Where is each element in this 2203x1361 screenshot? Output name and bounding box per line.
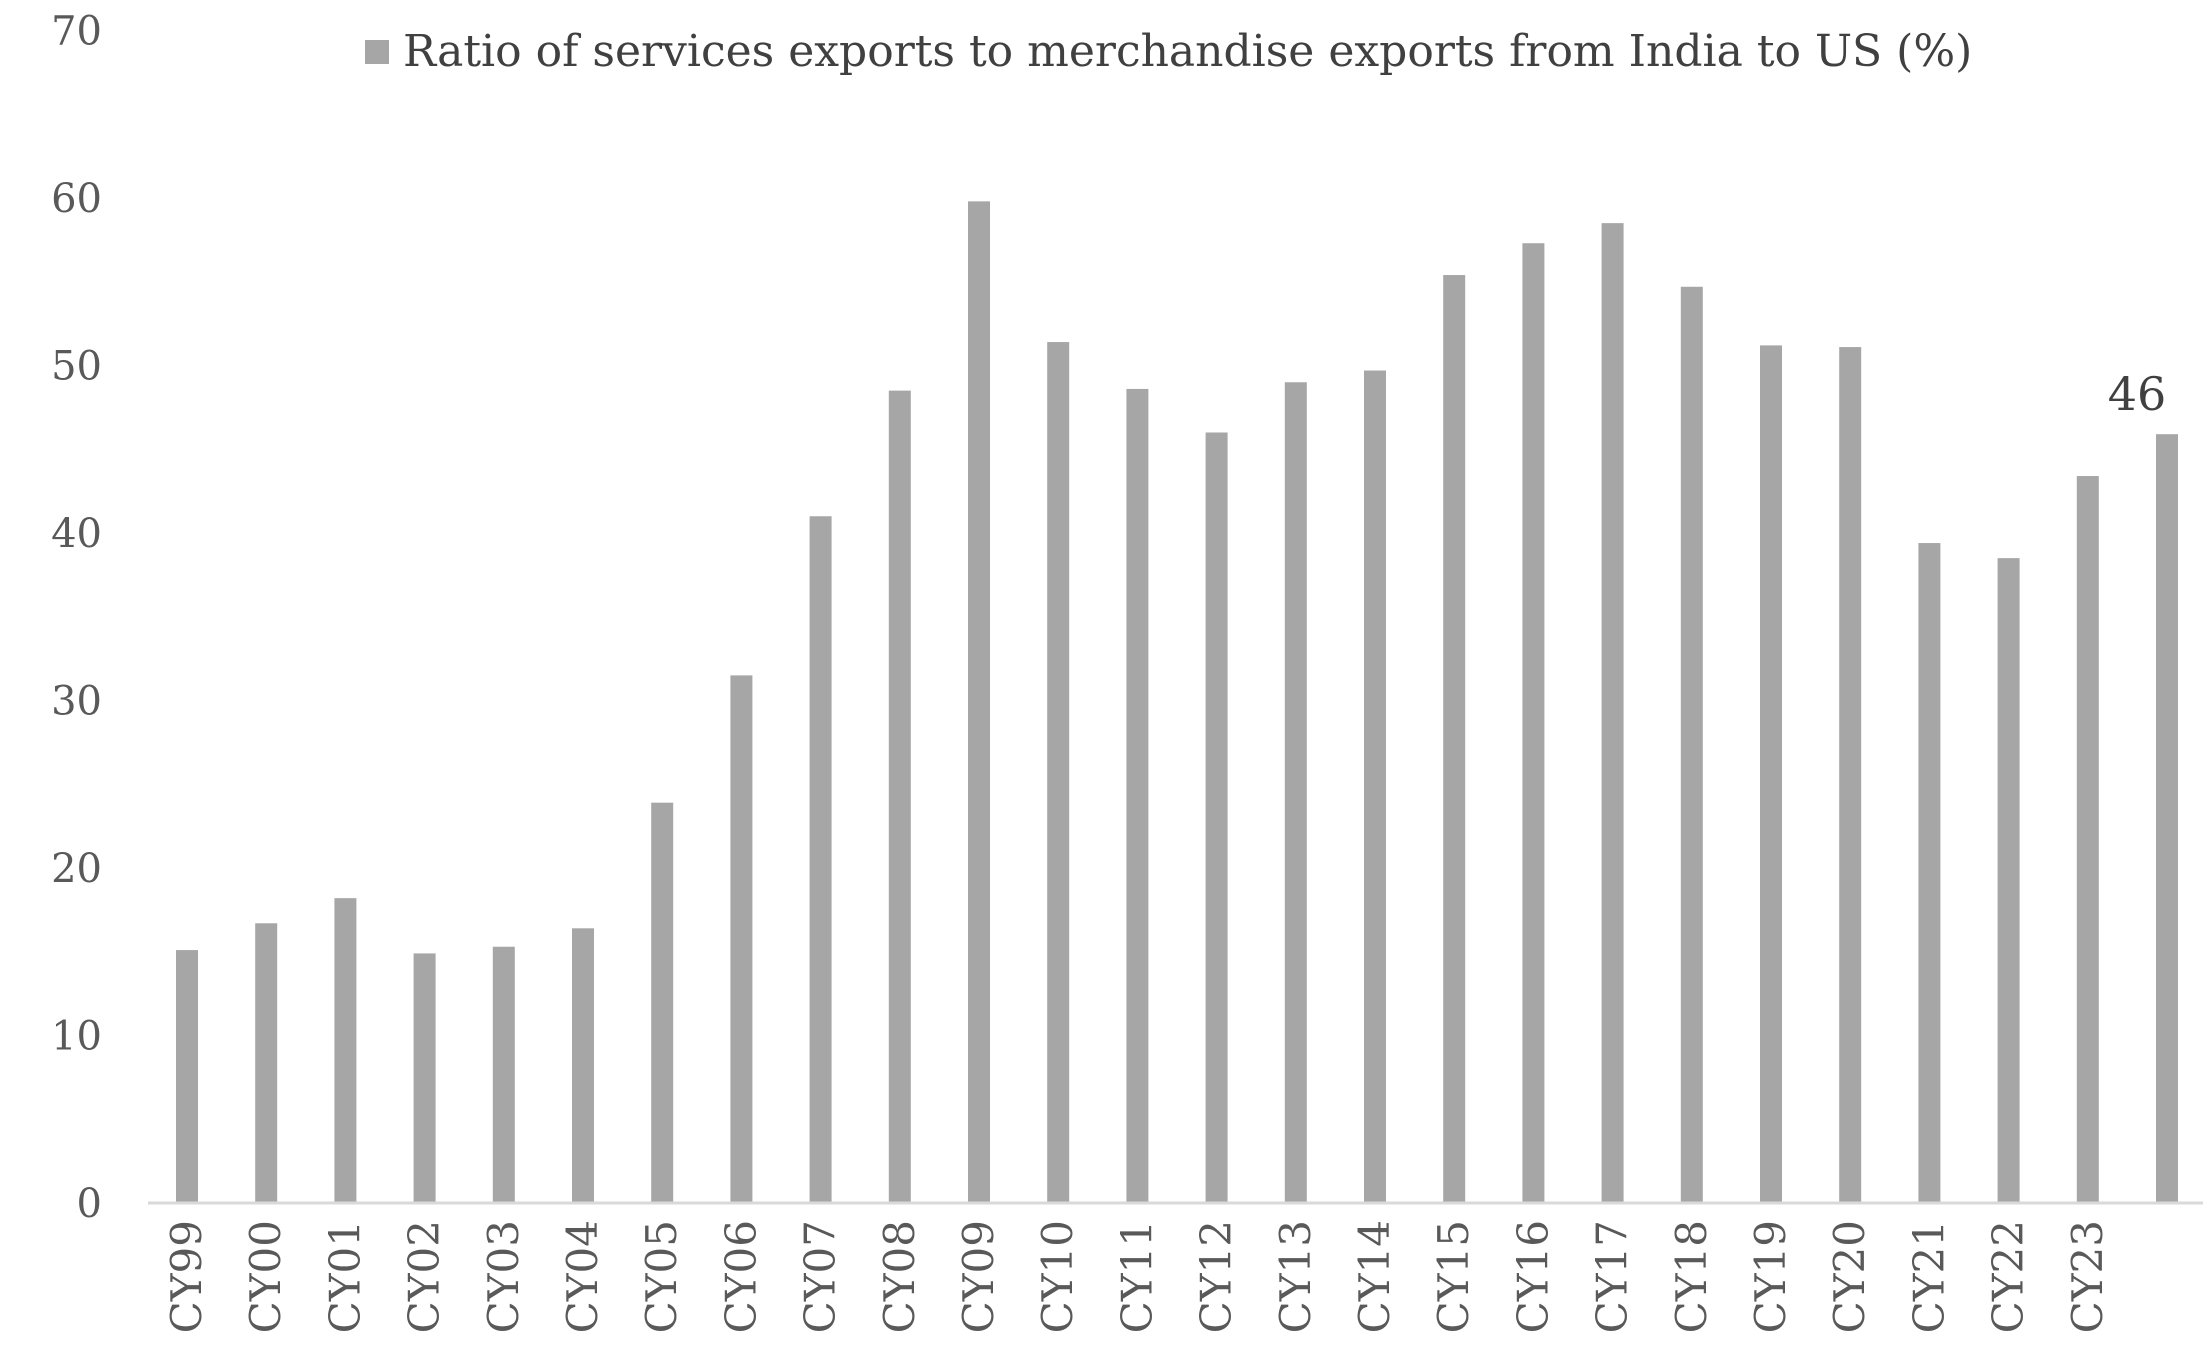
x-tick-label: CY07 — [796, 1220, 845, 1333]
y-tick-label: 70 — [51, 9, 102, 55]
x-tick-label: CY05 — [637, 1220, 686, 1333]
y-tick-label: 40 — [51, 511, 102, 557]
bar — [1364, 370, 1386, 1203]
x-tick-label: CY18 — [1667, 1220, 1716, 1333]
x-axis-ticks: CY99 CY00 CY01 CY02 CY03 CY04 CY05 CY06 CY07 CY08… — [162, 1220, 2112, 1333]
x-tick-label: CY19 — [1746, 1220, 1795, 1333]
bar — [809, 516, 832, 1203]
bar — [651, 802, 674, 1203]
bar — [1205, 432, 1228, 1203]
bar — [1126, 388, 1149, 1203]
bar — [1918, 543, 1941, 1203]
bar — [176, 950, 198, 1203]
x-tick-label: CY13 — [1271, 1220, 1320, 1333]
bar — [730, 675, 753, 1203]
bar — [1760, 345, 1782, 1203]
x-tick-label: CY00 — [241, 1220, 290, 1333]
y-tick-label: 30 — [51, 679, 102, 725]
bar — [2156, 434, 2178, 1203]
legend: Ratio of services exports to merchandise… — [365, 26, 1972, 77]
x-tick-label: CY04 — [558, 1220, 607, 1333]
y-tick-label: 20 — [51, 846, 102, 892]
bar — [492, 946, 515, 1203]
bar — [1997, 558, 2020, 1203]
bar-data-label: 46 — [2108, 367, 2167, 421]
x-tick-label: CY17 — [1588, 1220, 1637, 1333]
bar-series — [176, 201, 2178, 1204]
bar — [968, 201, 990, 1204]
bar — [413, 953, 436, 1203]
y-axis-ticks: 0 10 20 30 40 50 60 70 — [51, 9, 102, 1228]
bar — [572, 928, 594, 1203]
bar — [2076, 476, 2099, 1203]
x-tick-label: CY10 — [1033, 1220, 1082, 1333]
bar — [888, 390, 911, 1203]
bar — [1839, 347, 1862, 1203]
x-tick-label: CY22 — [1984, 1220, 2033, 1333]
bar — [1601, 223, 1624, 1203]
x-tick-label: CY11 — [1112, 1220, 1161, 1333]
y-tick-label: 10 — [51, 1014, 102, 1060]
y-tick-label: 50 — [51, 344, 102, 390]
x-tick-label: CY99 — [162, 1220, 211, 1333]
x-tick-label: CY20 — [1825, 1220, 1874, 1333]
x-tick-label: CY12 — [1192, 1220, 1241, 1333]
x-tick-label: CY14 — [1350, 1220, 1399, 1333]
y-tick-label: 0 — [77, 1181, 102, 1227]
x-tick-label: CY23 — [2063, 1220, 2112, 1333]
bar — [334, 898, 357, 1203]
y-tick-label: 60 — [51, 176, 102, 222]
x-tick-label: CY03 — [479, 1220, 528, 1333]
x-tick-label: CY06 — [716, 1220, 765, 1333]
data-labels: 46 — [2108, 367, 2167, 421]
bar — [1680, 286, 1703, 1203]
x-tick-label: CY21 — [1904, 1220, 1953, 1333]
x-tick-label: CY15 — [1429, 1220, 1478, 1333]
bar — [1047, 342, 1070, 1203]
legend-swatch — [365, 40, 389, 64]
legend-series-label: Ratio of services exports to merchandise… — [403, 26, 1972, 77]
x-tick-label: CY01 — [320, 1220, 369, 1333]
bar — [1284, 382, 1307, 1203]
bar — [1522, 243, 1545, 1204]
x-tick-label: CY16 — [1508, 1220, 1557, 1333]
x-tick-label: CY09 — [954, 1220, 1003, 1333]
bar — [1443, 275, 1466, 1203]
x-tick-label: CY08 — [875, 1220, 924, 1333]
x-tick-label: CY02 — [400, 1220, 449, 1333]
bar — [255, 923, 278, 1203]
